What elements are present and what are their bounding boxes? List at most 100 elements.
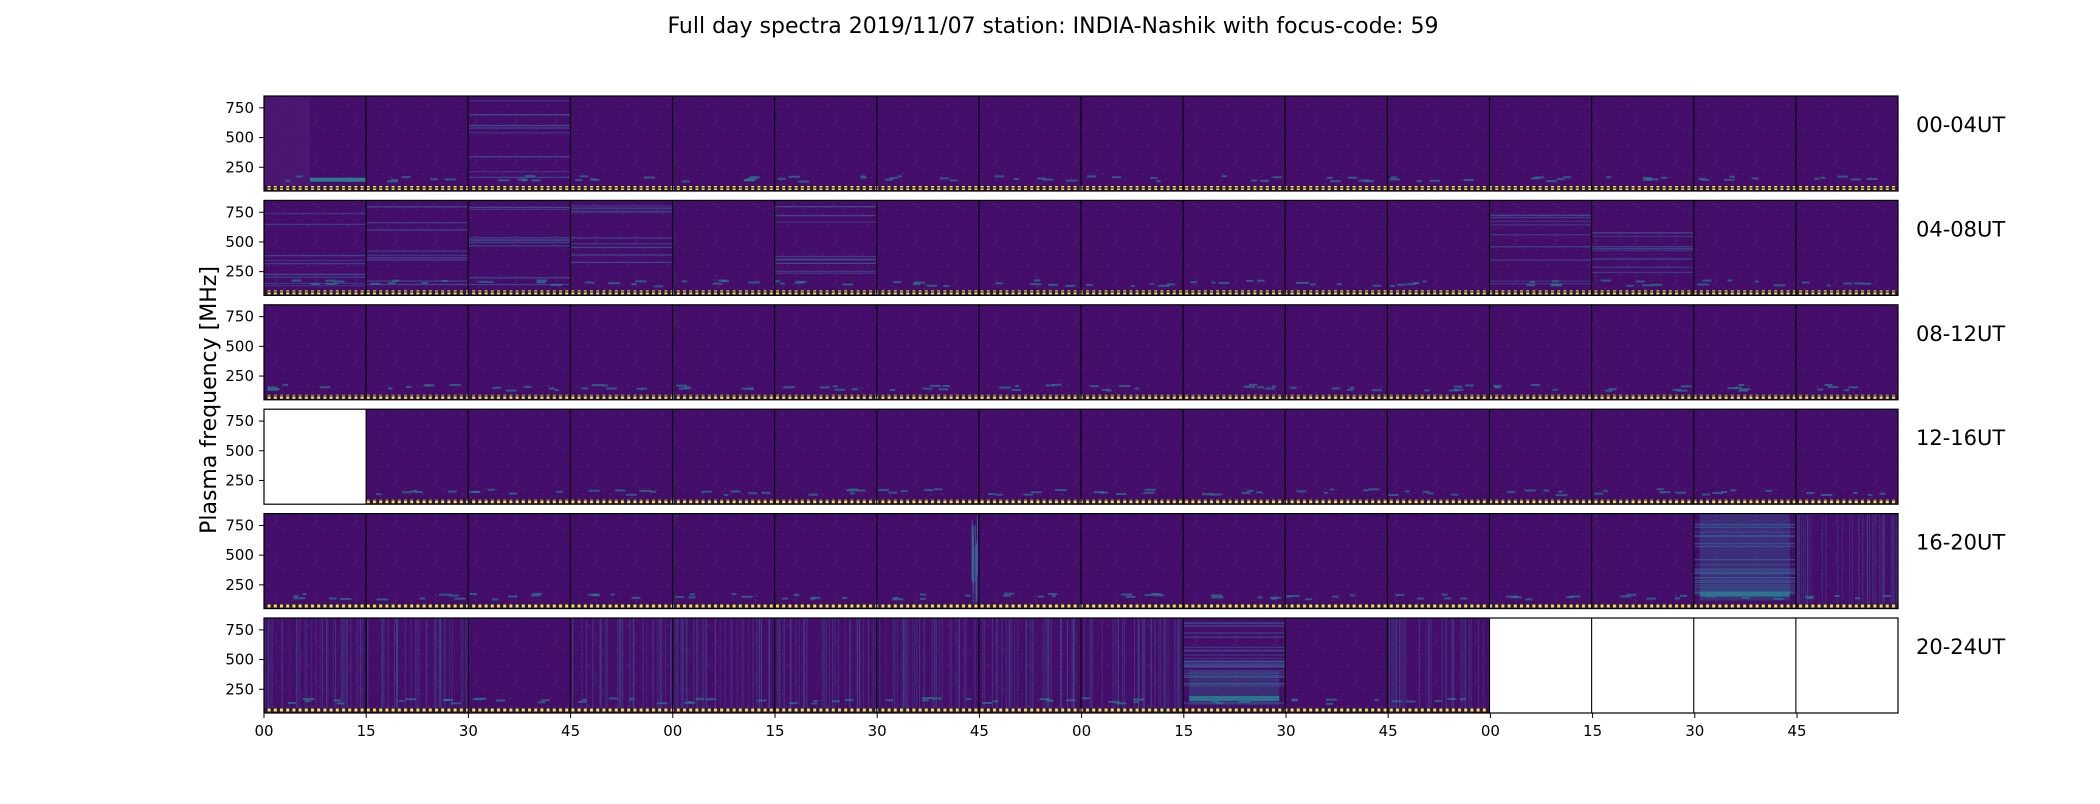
spectrogram-panel	[1489, 96, 1592, 191]
spectrogram-panel	[774, 618, 877, 713]
baseline-stripe	[1081, 394, 1184, 399]
baseline-stripe	[570, 708, 673, 712]
baseline-stripe	[1285, 708, 1388, 712]
baseline-stripe	[978, 186, 1081, 190]
row-time-label: 16-20UT	[1916, 531, 2005, 555]
panel-row: 750 500 250 12-16UT	[225, 408, 2005, 505]
spectrogram-cell	[1693, 304, 1796, 400]
spectrogram-panel	[774, 96, 877, 191]
empty-panel-cell	[1795, 618, 1898, 713]
spectrogram-cell	[1693, 409, 1796, 505]
x-tick-label: 15	[1583, 722, 1602, 740]
spectrogram-panel	[774, 200, 877, 296]
y-tick-label: 750	[225, 203, 254, 221]
spectrogram-panel	[1387, 618, 1491, 713]
baseline-stripe	[570, 186, 673, 190]
spectrogram-panel	[1183, 618, 1286, 713]
baseline-stripe	[876, 394, 979, 399]
baseline-stripe	[876, 499, 979, 504]
baseline-stripe	[978, 394, 1081, 399]
y-tick-label: 250	[225, 576, 254, 594]
spectrogram-panel	[1591, 200, 1694, 296]
baseline-stripe	[672, 708, 775, 712]
spectrogram-cell	[774, 200, 877, 296]
empty-panel-cell	[264, 409, 367, 505]
baseline-stripe	[1387, 290, 1490, 295]
x-tick-label: 00	[1072, 722, 1091, 740]
baseline-stripe	[1591, 394, 1694, 399]
spectrogram-cell	[468, 618, 571, 713]
baseline-stripe	[774, 499, 877, 504]
spectrogram-panel	[1693, 304, 1796, 400]
baseline-stripe	[1693, 499, 1796, 504]
y-tick-label: 500	[225, 651, 254, 669]
baseline-stripe	[876, 186, 979, 190]
spectrogram-cell	[1183, 513, 1286, 609]
baseline-stripe	[1795, 499, 1898, 504]
spectrogram-panel	[1387, 96, 1490, 191]
baseline-stripe	[468, 394, 571, 399]
spectrogram-cell	[1081, 200, 1184, 296]
spectrogram-cell	[1285, 618, 1388, 713]
spectrogram-cell	[774, 96, 877, 191]
baseline-stripe	[876, 290, 979, 295]
x-tick-label: 00	[1481, 722, 1500, 740]
baseline-stripe	[1285, 603, 1388, 608]
spectrogram-panel	[570, 409, 673, 505]
spectrogram-cell	[1081, 618, 1184, 713]
spectrogram-panel	[264, 618, 367, 713]
spectrogram-panel	[1693, 409, 1796, 505]
spectrogram-panel	[570, 618, 673, 713]
baseline-stripe	[1387, 708, 1490, 712]
x-tick-label: 30	[1685, 722, 1704, 740]
spectrogram-panel	[468, 618, 571, 713]
baseline-stripe	[366, 290, 469, 295]
baseline-stripe	[468, 499, 571, 504]
baseline-stripe	[468, 186, 571, 190]
baseline-stripe	[1693, 290, 1796, 295]
baseline-stripe	[1183, 394, 1286, 399]
y-tick-label: 500	[225, 337, 254, 355]
spectrogram-cell	[1285, 96, 1388, 191]
spectrogram-cell	[1795, 304, 1898, 400]
spectrogram-cell	[1795, 96, 1898, 191]
spectrogram-panel	[468, 200, 571, 296]
x-tick-label: 30	[1276, 722, 1295, 740]
baseline-stripe	[1795, 603, 1898, 608]
baseline-stripe	[1081, 186, 1184, 190]
baseline-stripe	[468, 708, 571, 712]
spectrogram-panel	[468, 513, 571, 609]
spectrogram-cell	[978, 96, 1081, 191]
spectrogram-cell	[1081, 96, 1184, 191]
baseline-stripe	[366, 708, 469, 712]
baseline-stripe	[1489, 394, 1592, 399]
spectrogram-panel	[366, 618, 469, 713]
baseline-stripe	[366, 394, 469, 399]
baseline-stripe	[774, 708, 877, 712]
spectrogram-panel	[1387, 409, 1490, 505]
spectrogram-cell	[1591, 304, 1694, 400]
spectrogram-panel	[876, 409, 979, 505]
spectrogram-panel	[1183, 409, 1286, 505]
spectrogram-panel	[978, 96, 1081, 191]
y-tick-label: 250	[225, 263, 254, 281]
spectrogram-cell	[264, 513, 367, 609]
spectrogram-cell	[1591, 96, 1694, 191]
spectrogram-cell	[1693, 96, 1796, 191]
spectrogram-cell	[570, 96, 673, 191]
baseline-stripe	[774, 603, 877, 608]
spectrogram-panel	[1387, 513, 1490, 609]
spectrogram-panel	[1081, 513, 1184, 609]
spectrogram-panel	[264, 96, 367, 191]
baseline-stripe	[1183, 603, 1286, 608]
baseline-stripe	[978, 290, 1081, 295]
baseline-stripe	[672, 290, 775, 295]
baseline-stripe	[264, 186, 367, 190]
spectrogram-cell	[978, 200, 1081, 296]
baseline-stripe	[1693, 186, 1796, 190]
spectrogram-cell	[1795, 200, 1898, 296]
spectrogram-cell	[1489, 96, 1592, 191]
spectrogram-cell	[570, 409, 673, 505]
spectrogram-cell	[1183, 304, 1286, 400]
